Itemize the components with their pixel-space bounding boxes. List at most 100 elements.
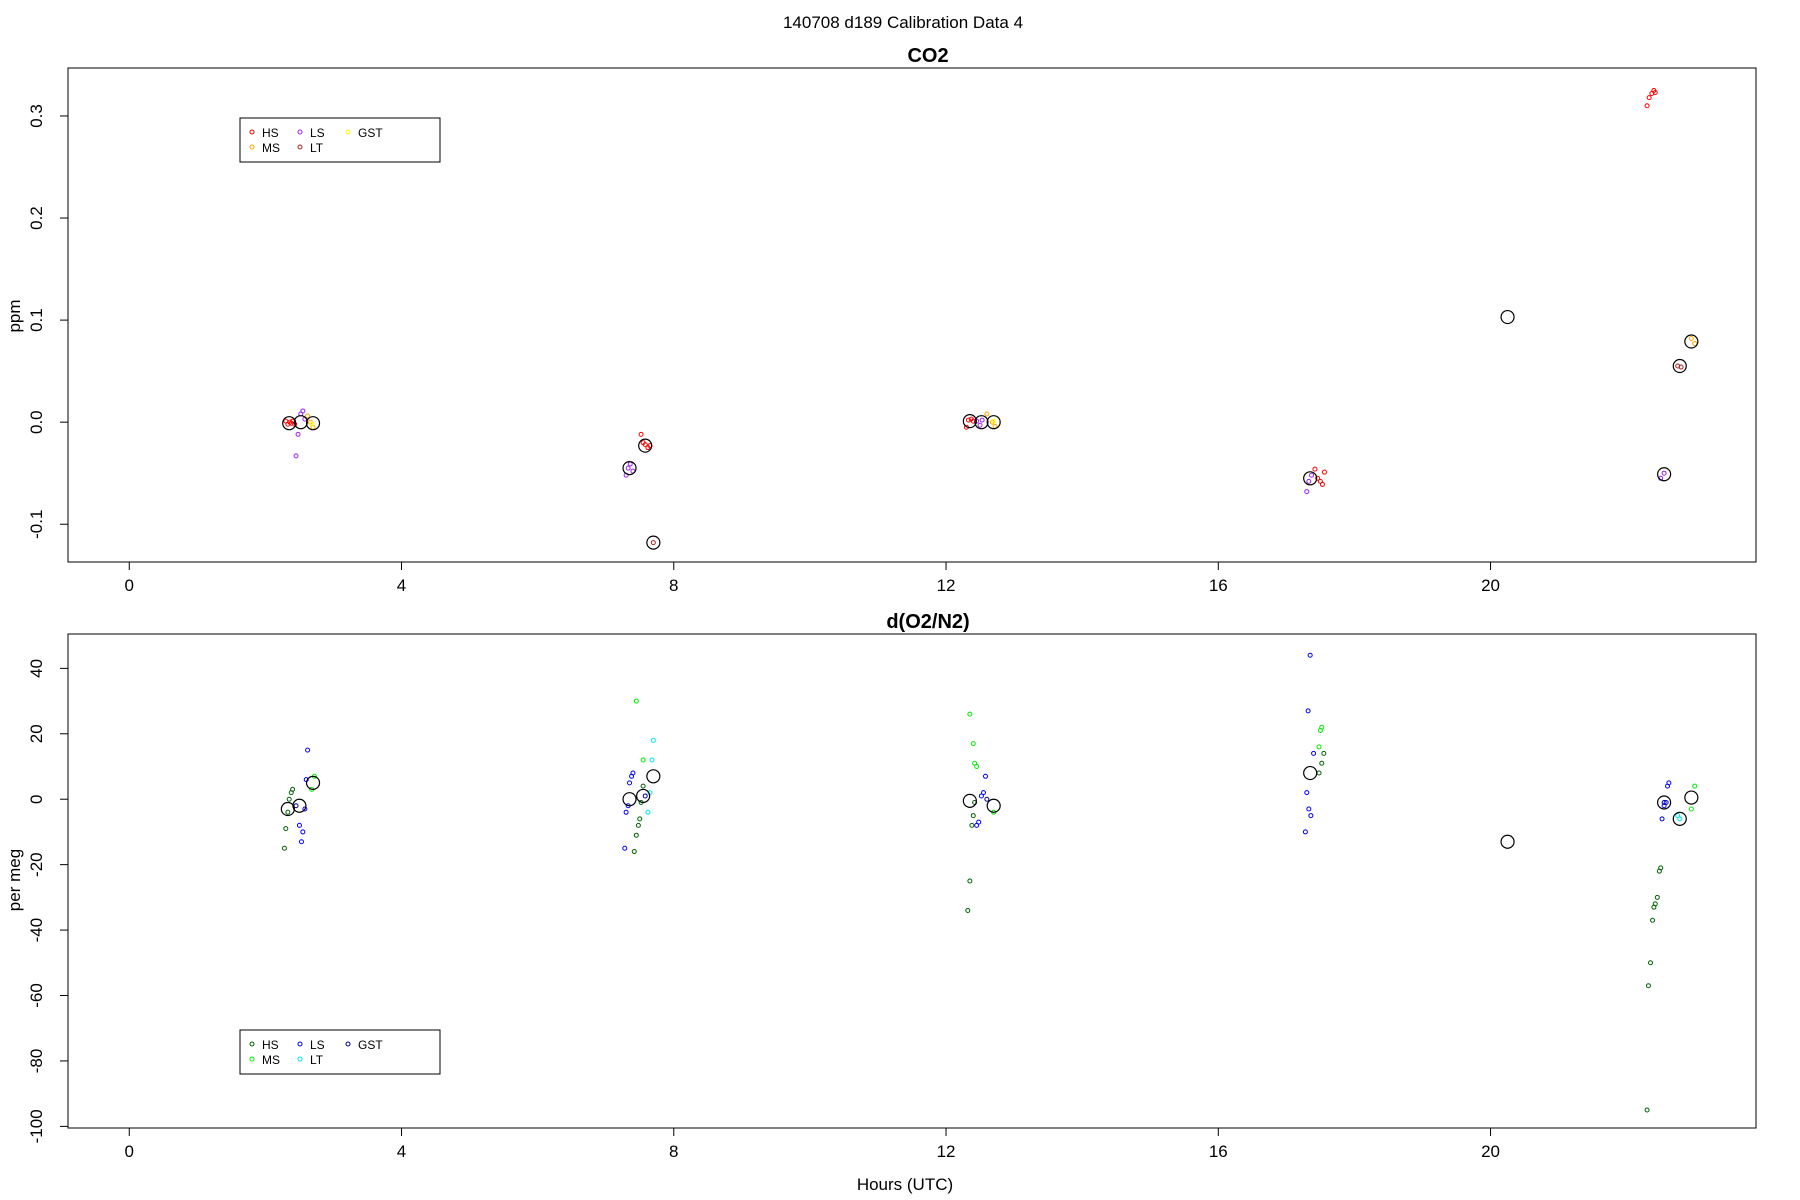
o2n2-mean-point xyxy=(280,801,295,817)
o2n2-mean-point xyxy=(622,792,637,807)
co2-mean-point xyxy=(974,415,989,430)
co2-data-point xyxy=(1678,364,1684,370)
o2n2-legend-marker xyxy=(297,1056,303,1062)
o2n2-y-tick-label: -60 xyxy=(27,983,46,1008)
co2-mean-point xyxy=(1684,334,1699,349)
co2-legend-marker xyxy=(249,129,255,135)
o2n2-data-point xyxy=(1316,770,1322,776)
o2n2-y-tick-label: 0 xyxy=(27,794,46,803)
o2n2-x-tick-label: 16 xyxy=(1209,1142,1228,1161)
co2-x-axis: 0 4 8 12 16 20 xyxy=(125,562,1500,595)
o2n2-y-tick-label: 40 xyxy=(27,659,46,678)
co2-data-point xyxy=(1306,478,1312,484)
o2n2-data-point xyxy=(296,822,302,828)
o2n2-x-axis: 0 4 8 12 16 20 xyxy=(125,1128,1500,1161)
o2n2-legend-marker xyxy=(345,1041,351,1047)
o2n2-data-point xyxy=(1652,901,1658,907)
co2-mean-point xyxy=(1657,467,1672,482)
o2n2-data-point xyxy=(640,757,646,763)
figure-title: 140708 d189 Calibration Data 4 xyxy=(783,13,1023,32)
co2-y-tick-label: 0.0 xyxy=(27,410,46,434)
o2n2-data-point xyxy=(1316,744,1322,750)
o2n2-data-point xyxy=(1692,783,1698,789)
co2-legend-marker xyxy=(297,144,303,150)
o2n2-data-point xyxy=(1658,865,1664,871)
co2-x-tick-label: 12 xyxy=(937,576,956,595)
co2-mean-point xyxy=(293,415,308,430)
o2n2-data-point xyxy=(1688,806,1694,812)
co2-data-point xyxy=(295,431,301,437)
co2-data-point xyxy=(1644,103,1650,109)
o2n2-data-point xyxy=(281,845,287,851)
o2n2-data-point xyxy=(637,816,643,822)
co2-mean-point xyxy=(962,414,977,429)
o2n2-data-point xyxy=(649,757,655,763)
o2n2-data-point xyxy=(1663,799,1669,805)
o2n2-y-tick-label: 20 xyxy=(27,724,46,743)
co2-y-tick-label: 0.3 xyxy=(27,104,46,128)
o2n2-x-tick-label: 12 xyxy=(937,1142,956,1161)
o2n2-data-point xyxy=(967,711,973,717)
co2-data-point xyxy=(984,411,990,417)
co2-legend-marker xyxy=(345,129,351,135)
o2n2-data-point xyxy=(974,763,980,769)
o2n2-mean-point xyxy=(986,798,1001,813)
o2n2-mean-point xyxy=(305,775,321,790)
o2n2-data-point xyxy=(1319,760,1325,766)
o2n2-legend-marker xyxy=(249,1041,255,1047)
o2n2-data-point xyxy=(302,806,308,812)
o2n2-mean-point xyxy=(1684,790,1699,805)
o2n2-data-point xyxy=(622,845,628,851)
o2n2-data-point xyxy=(290,786,296,792)
co2-legend-label: GST xyxy=(358,126,383,140)
o2n2-data-point xyxy=(1307,652,1313,658)
o2n2-legend-label: GST xyxy=(358,1038,383,1052)
co2-data-point xyxy=(1315,475,1321,481)
o2n2-data-point xyxy=(633,832,639,838)
co2-mean-point xyxy=(305,416,321,431)
co2-data-point xyxy=(305,413,311,419)
co2-data-point xyxy=(625,465,631,471)
o2n2-data-point xyxy=(283,826,289,832)
co2-x-tick-label: 4 xyxy=(397,576,406,595)
o2n2-mean-point xyxy=(1303,765,1318,781)
o2n2-data-point xyxy=(1305,708,1311,714)
co2-data-point xyxy=(1661,470,1667,476)
o2n2-data-point xyxy=(1645,983,1651,989)
o2n2-data-point xyxy=(631,849,637,855)
co2-points xyxy=(282,87,1699,550)
co2-y-tick-label: 0.2 xyxy=(27,206,46,230)
o2n2-y-axis: -100 -80 -60 -40 -20 0 20 40 xyxy=(27,659,68,1143)
x-axis-label: Hours (UTC) xyxy=(857,1175,953,1194)
o2n2-data-point xyxy=(967,878,973,884)
o2n2-data-point xyxy=(976,819,982,825)
o2n2-data-point xyxy=(1659,816,1665,822)
o2n2-data-point xyxy=(300,829,306,835)
o2n2-data-point xyxy=(285,809,291,815)
o2n2-data-point xyxy=(1306,806,1312,812)
o2n2-panel-title: d(O2/N2) xyxy=(886,611,969,633)
o2n2-x-tick-label: 20 xyxy=(1481,1142,1500,1161)
co2-mean-point xyxy=(1672,358,1687,374)
co2-data-point xyxy=(1309,472,1315,478)
o2n2-mean-point xyxy=(636,788,651,804)
o2n2-y-tick-label: -20 xyxy=(27,852,46,877)
o2n2-data-point xyxy=(640,783,646,789)
o2n2-data-point xyxy=(305,747,311,753)
co2-data-point xyxy=(627,461,633,467)
co2-data-point xyxy=(642,442,648,448)
co2-mean-point xyxy=(638,438,653,453)
co2-data-point xyxy=(638,431,644,437)
o2n2-data-point xyxy=(984,796,990,802)
o2n2-data-point xyxy=(298,839,304,845)
o2n2-data-point xyxy=(1648,960,1653,966)
o2n2-data-point xyxy=(650,737,656,743)
o2n2-data-point xyxy=(1644,1107,1650,1113)
o2n2-y-axis-label: per meg xyxy=(5,849,24,911)
co2-mean-point xyxy=(646,535,661,550)
o2n2-data-point xyxy=(969,822,975,828)
co2-panel-title: CO2 xyxy=(907,45,948,67)
co2-x-tick-label: 20 xyxy=(1481,576,1500,595)
